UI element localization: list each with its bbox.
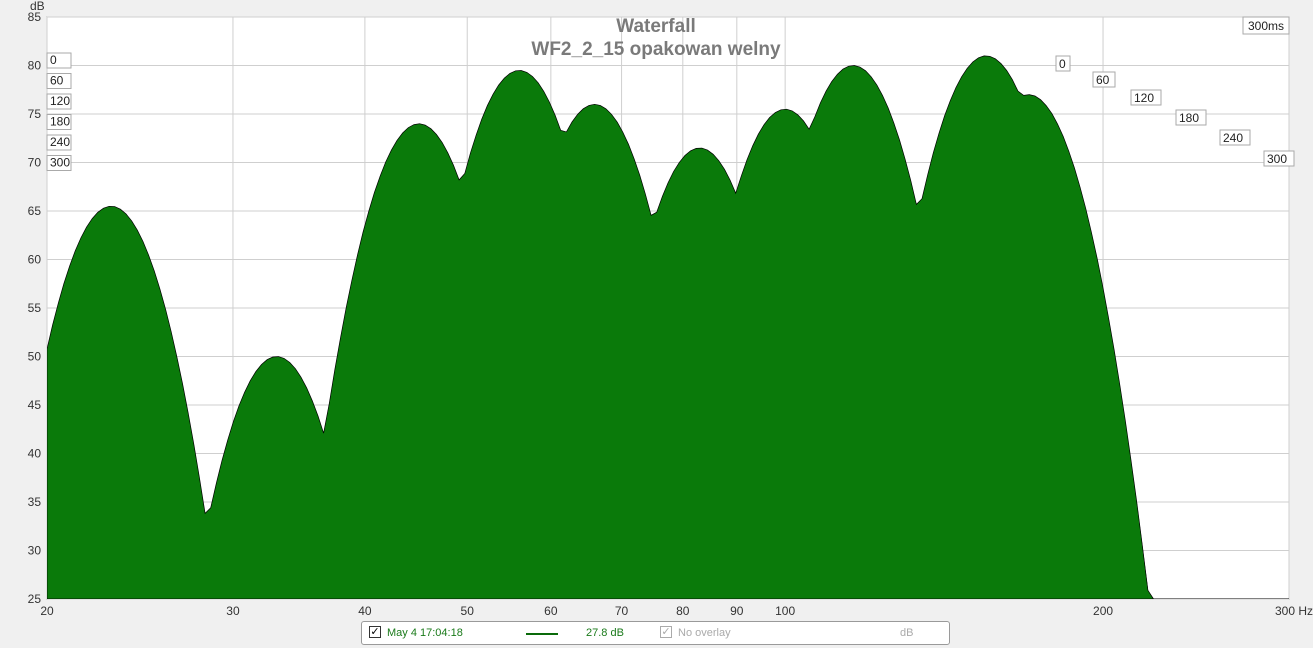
x-tick-label: 60 <box>544 604 558 618</box>
y-tick-label: 65 <box>28 204 42 218</box>
time-tick-label-right: 300 <box>1267 152 1287 166</box>
legend: ✓ May 4 17:04:18 27.8 dB ✓ No overlay dB <box>361 621 950 645</box>
waterfall-slice <box>47 55 1289 599</box>
y-tick-label: 75 <box>28 107 42 121</box>
y-tick-label: 60 <box>28 253 42 267</box>
time-span-box <box>1242 16 1290 35</box>
time-tick-box-left <box>46 52 72 69</box>
x-tick-label: 300 Hz <box>1275 604 1313 618</box>
time-tick-label-right: 180 <box>1179 111 1199 125</box>
y-tick-label: 55 <box>28 301 42 315</box>
time-tick-box-right <box>1219 129 1251 146</box>
time-tick-label-left: 60 <box>50 74 64 88</box>
y-axis-unit: dB <box>30 0 45 13</box>
y-tick-label: 30 <box>28 544 42 558</box>
chart-title: Waterfall <box>616 16 696 37</box>
time-tick-label-right: 240 <box>1223 131 1243 145</box>
x-tick-label: 200 <box>1093 604 1113 618</box>
time-tick-box-left <box>46 114 72 130</box>
x-tick-label: 20 <box>40 604 54 618</box>
legend-item-1-line <box>526 633 558 635</box>
time-tick-label-right: 60 <box>1096 73 1110 87</box>
x-tick-label: 90 <box>730 604 744 618</box>
time-tick-box-left <box>46 73 72 89</box>
time-tick-label-left: 0 <box>50 53 57 67</box>
y-tick-label: 80 <box>28 59 42 73</box>
time-tick-label-left: 300 <box>50 156 70 170</box>
time-tick-label-right: 0 <box>1059 57 1066 71</box>
legend-item-2-label: No overlay <box>678 627 731 639</box>
time-tick-label-left: 120 <box>50 94 70 108</box>
y-tick-label: 40 <box>28 447 42 461</box>
time-tick-label-left: 180 <box>50 115 70 129</box>
y-tick-label: 70 <box>28 156 42 170</box>
time-tick-box-right <box>1092 71 1116 88</box>
x-tick-label: 50 <box>461 604 475 618</box>
time-tick-box-right <box>1130 89 1162 106</box>
time-tick-box-right <box>1263 150 1295 167</box>
x-tick-label: 80 <box>676 604 690 618</box>
time-tick-label-left: 240 <box>50 135 70 149</box>
y-tick-label: 50 <box>28 350 42 364</box>
time-tick-label-right: 120 <box>1134 91 1154 105</box>
legend-item-1-value: 27.8 dB <box>586 627 624 639</box>
time-tick-box-left <box>46 93 72 110</box>
time-tick-box-left <box>46 134 72 151</box>
legend-item-1-label: May 4 17:04:18 <box>387 627 463 639</box>
y-tick-label: 45 <box>28 398 42 412</box>
x-tick-label: 30 <box>226 604 240 618</box>
y-tick-label: 35 <box>28 495 42 509</box>
time-tick-box-right <box>1055 55 1071 72</box>
x-tick-label: 70 <box>615 604 629 618</box>
waterfall-curves <box>47 55 1289 599</box>
y-tick-label: 25 <box>28 592 42 606</box>
axes: 25 30 35 40 45 50 55 60 65 70 75 80 85 20 30 40 50 60 70 80… <box>28 10 1313 618</box>
time-tick-box-right <box>1175 109 1207 126</box>
overlay-checkbox-1[interactable]: ✓ <box>369 626 381 638</box>
time-tick-box-left <box>46 155 72 171</box>
y-tick-label: 85 <box>28 10 42 24</box>
legend-item-2-unit: dB <box>900 627 914 639</box>
time-span-label: 300ms <box>1248 19 1284 33</box>
x-tick-label: 40 <box>358 604 372 618</box>
x-tick-label: 100 <box>775 604 795 618</box>
overlay-checkbox-2[interactable]: ✓ <box>660 626 672 638</box>
chart-subtitle: WF2_2_15 opakowan welny <box>531 39 781 60</box>
